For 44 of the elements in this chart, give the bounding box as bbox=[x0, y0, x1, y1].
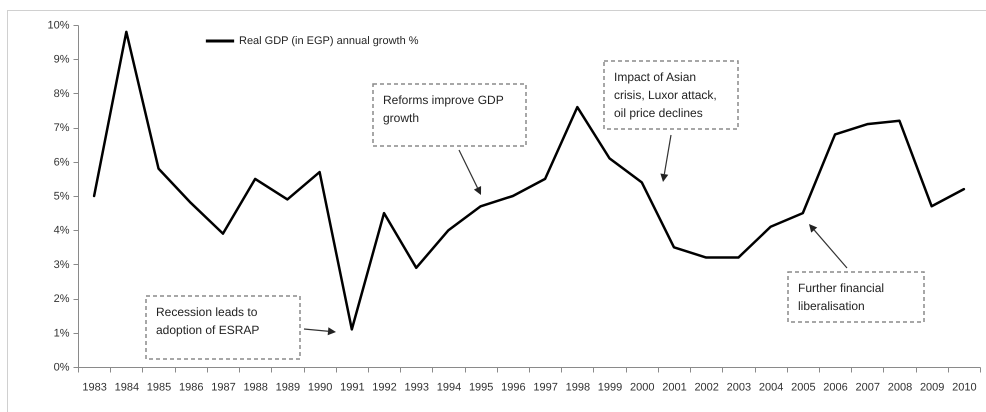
x-tick-label: 1984 bbox=[114, 382, 140, 394]
x-tick-label: 1983 bbox=[82, 382, 107, 394]
x-tick-label: 1989 bbox=[276, 382, 300, 394]
x-tick-label: 2001 bbox=[662, 382, 687, 394]
x-tick-label: 1993 bbox=[404, 382, 429, 394]
x-tick-label: 1998 bbox=[566, 382, 590, 394]
x-tick-label: 2004 bbox=[758, 382, 784, 394]
y-tick-label: 1% bbox=[54, 327, 70, 340]
annotation: Recession leads to adoption of ESRAP bbox=[156, 305, 260, 337]
y-tick-label: 5% bbox=[54, 190, 70, 202]
y-tick-label: 10% bbox=[47, 20, 70, 32]
y-tick-label: 3% bbox=[54, 258, 70, 271]
x-tick-label: 2005 bbox=[791, 382, 816, 394]
x-tick-label: 1986 bbox=[179, 382, 204, 394]
y-tick-label: 8% bbox=[54, 88, 70, 100]
x-tick-label: 2003 bbox=[726, 382, 752, 394]
x-tick-label: 1988 bbox=[243, 382, 268, 394]
x-tick-label: 1985 bbox=[146, 382, 172, 394]
x-tick-label: 2009 bbox=[920, 382, 944, 394]
y-tick-label: 0% bbox=[54, 362, 70, 374]
annotation: Further financial liberalisation bbox=[798, 281, 884, 313]
x-tick-label: 2000 bbox=[630, 382, 654, 394]
x-tick-label: 2010 bbox=[952, 382, 977, 394]
x-tick-label: 2002 bbox=[694, 382, 719, 394]
x-tick-label: 1990 bbox=[308, 382, 332, 394]
x-tick-label: 1996 bbox=[501, 382, 526, 394]
y-tick-label: 7% bbox=[54, 122, 70, 134]
x-tick-label: 1995 bbox=[468, 382, 494, 394]
x-tick-label: 1999 bbox=[598, 382, 622, 394]
y-tick-label: 6% bbox=[54, 156, 70, 168]
x-tick-label: 1992 bbox=[372, 382, 397, 394]
annotation: Reforms improve GDP growth bbox=[383, 93, 504, 125]
legend-label: Real GDP (in EGP) annual growth % bbox=[239, 35, 419, 47]
x-tick-label: 2008 bbox=[888, 382, 912, 394]
x-tick-label: 1997 bbox=[533, 382, 558, 394]
x-tick-label: 1991 bbox=[340, 382, 365, 394]
y-tick-label: 4% bbox=[54, 224, 70, 237]
x-tick-label: 2006 bbox=[823, 382, 848, 394]
x-tick-label: 1987 bbox=[211, 382, 236, 394]
x-tick-label: 1994 bbox=[436, 382, 462, 394]
y-tick-label: 2% bbox=[54, 293, 70, 306]
x-tick-label: 2007 bbox=[856, 382, 880, 394]
annotation: Impact of Asian crisis, Luxor attack, oil price declines bbox=[614, 70, 717, 120]
y-tick-label: 9% bbox=[54, 54, 70, 66]
